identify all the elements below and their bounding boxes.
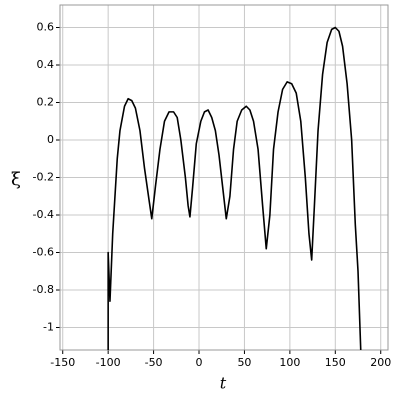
y-tick-label: 0.2 [37, 96, 55, 109]
x-tick-label: 0 [196, 356, 203, 369]
y-tick-label: -0.2 [33, 171, 54, 184]
y-tick-label: 0 [47, 133, 54, 146]
y-tick-label: -1 [43, 321, 54, 334]
line [107, 26, 362, 351]
y-axis-label: ξ [11, 169, 21, 190]
x-tick-label: 50 [237, 356, 251, 369]
y-tick-label: -0.4 [33, 208, 54, 221]
x-tick-label: -150 [50, 356, 75, 369]
x-tick-label: 100 [279, 356, 300, 369]
y-tick-label: -0.6 [33, 246, 54, 259]
x-tick-label: 200 [370, 356, 391, 369]
x-tick-label: 150 [325, 356, 346, 369]
y-tick-label: -0.8 [33, 283, 54, 296]
x-tick-label: -100 [96, 356, 121, 369]
plot-frame [59, 4, 389, 351]
y-tick-label: 0.6 [37, 21, 55, 34]
x-axis-label: t [220, 374, 227, 393]
x-tick-label: -50 [145, 356, 163, 369]
y-tick-label: 0.4 [37, 58, 55, 71]
